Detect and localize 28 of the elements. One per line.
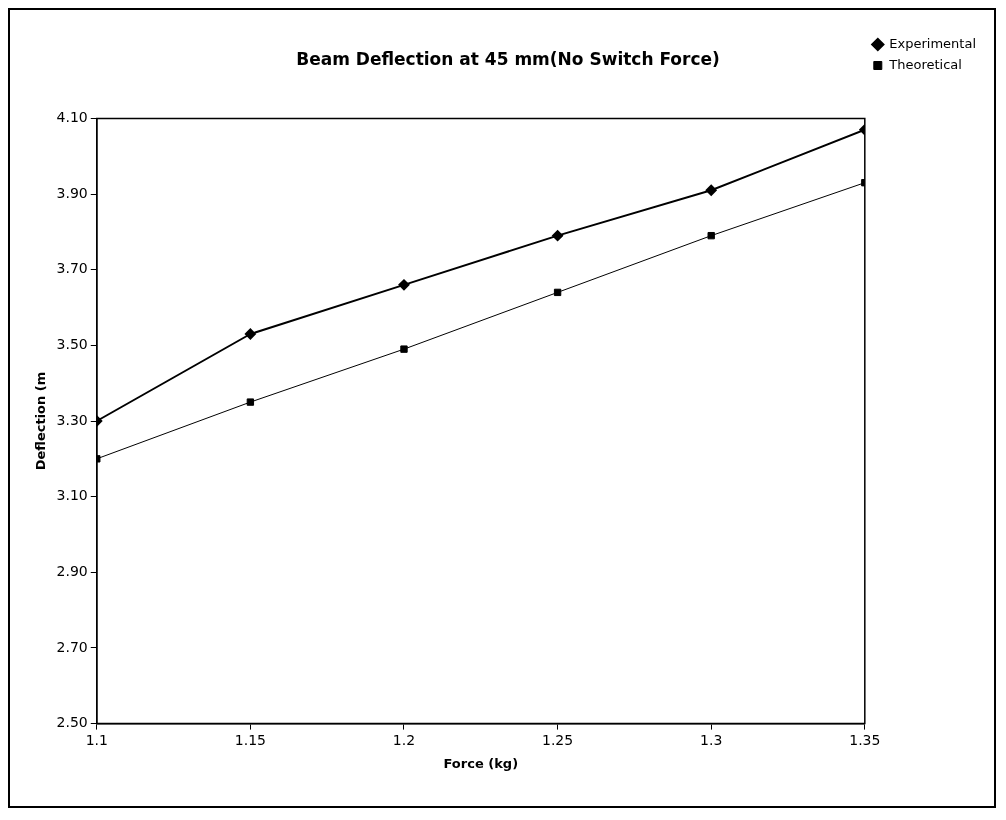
x-tick-label: 1.35 — [849, 731, 881, 748]
y-tick-label: 2.50 — [56, 714, 88, 731]
legend-label: Experimental — [889, 35, 977, 51]
point — [398, 279, 410, 291]
point — [553, 288, 562, 297]
y-tick-label: 2.70 — [56, 638, 88, 655]
x-tick-label: 1.25 — [542, 731, 574, 748]
y-tick-label: 4.10 — [56, 109, 88, 126]
point — [552, 230, 564, 242]
point — [400, 345, 408, 353]
x-tick-label: 1.1 — [85, 731, 108, 748]
chart-title: Beam Deflection at 45 mm(No Switch Force) — [296, 48, 720, 69]
y-tick-label: 3.10 — [56, 487, 88, 504]
x-tick-label: 1.2 — [392, 731, 416, 748]
legend-label: Theoretical — [888, 56, 962, 72]
x-tick-label: 1.3 — [700, 731, 723, 748]
y-tick-label: 2.90 — [56, 562, 88, 579]
y-tick-label: 3.50 — [56, 335, 88, 352]
y-tick-label: 3.90 — [56, 184, 88, 201]
point — [246, 398, 255, 406]
x-axis-title: Force (kg) — [443, 755, 519, 771]
y-tick-label: 3.30 — [56, 411, 88, 428]
point — [244, 328, 256, 340]
y-tick-label: 3.70 — [56, 260, 88, 277]
point — [705, 184, 717, 196]
point — [707, 231, 715, 240]
x-tick-label: 1.15 — [234, 731, 266, 748]
y-axis-title: Deflection (m — [33, 371, 49, 471]
